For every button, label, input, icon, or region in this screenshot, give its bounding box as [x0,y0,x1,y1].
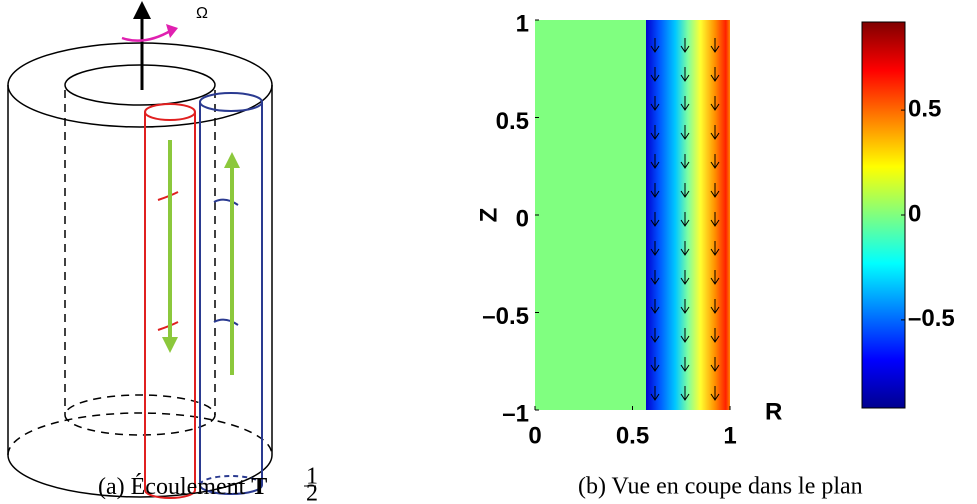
caption-b: (b) Vue en coupe dans le plan [578,474,863,500]
arrow [650,67,660,82]
caption-a-numerator: 1 [306,464,318,490]
colorbar [861,21,906,409]
arrow [650,96,660,111]
velocity-arrows [650,38,720,401]
omega-label: Ω [196,5,208,22]
arrow [650,386,660,401]
arrow [680,212,690,227]
colorbar-tick-label: –0.5 [908,305,955,332]
arrow [650,270,660,285]
colorbar-tick-label: 0 [908,200,921,227]
caption-a-symbol: T [251,474,267,500]
x-axis-label: R [765,398,782,425]
arrow [710,67,720,82]
arrow [710,270,720,285]
x-tick-label: 0.5 [616,422,649,449]
arrow [650,241,660,256]
arrow [710,386,720,401]
arrow [680,154,690,169]
arrow [710,328,720,343]
arrow [680,38,690,53]
x-tick-label: 0 [528,422,541,449]
y-tick-label: 1 [516,10,529,37]
arrow [710,154,720,169]
arrow [650,212,660,227]
y-tick-label: 0 [516,205,529,232]
arrow [710,241,720,256]
caption-a: (a) Écoulement T [98,474,267,500]
arrow [650,328,660,343]
arrow [680,299,690,314]
y-axis-label: Z [475,208,502,223]
arrow [710,299,720,314]
arrow [710,212,720,227]
arrow [710,183,720,198]
arrow [680,357,690,372]
heatmap-region-low [535,20,646,410]
arrow [680,183,690,198]
cylinder-diagram [7,1,273,499]
arrow [680,241,690,256]
arrow [710,125,720,140]
arrow [710,38,720,53]
arrow [710,96,720,111]
caption-a-denominator: 2 [306,481,318,504]
colorbar-tick-label: 0.5 [908,95,941,122]
arrow [680,125,690,140]
caption-a-label: (a) Écoulement [98,474,246,500]
x-tick-label: 1 [723,422,736,449]
arrow [650,125,660,140]
arrow [680,328,690,343]
y-tick-label: 0.5 [496,108,529,135]
arrow [680,96,690,111]
heatmap-region-gradient [646,20,730,410]
arrow [650,299,660,314]
arrow [680,386,690,401]
y-tick-label: –0.5 [482,303,529,330]
arrow [650,38,660,53]
arrow [710,357,720,372]
y-tick-label: –1 [502,400,529,427]
arrow [650,154,660,169]
arrow [680,67,690,82]
arrow [680,270,690,285]
arrow [650,357,660,372]
arrow [650,183,660,198]
